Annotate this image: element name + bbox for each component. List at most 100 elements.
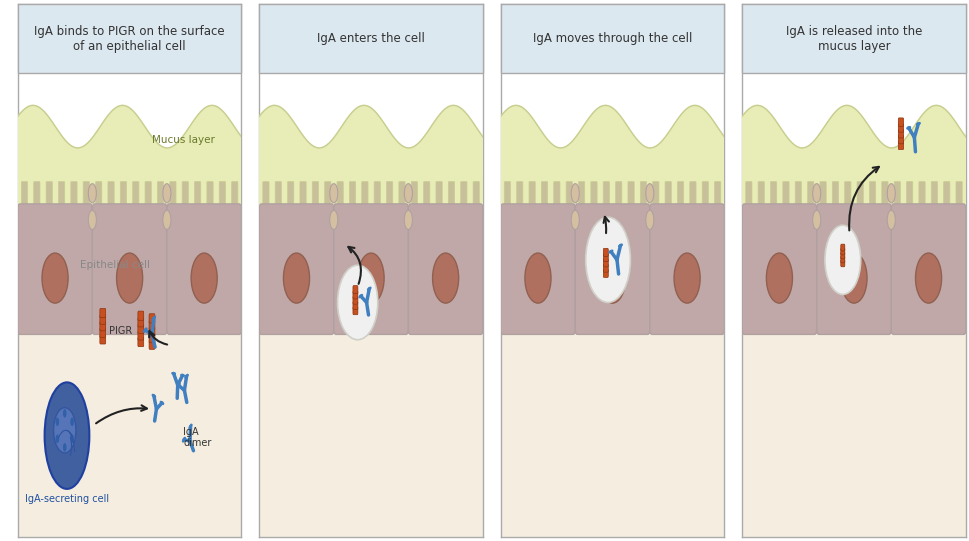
FancyBboxPatch shape — [689, 182, 696, 219]
FancyBboxPatch shape — [897, 124, 903, 132]
FancyBboxPatch shape — [528, 182, 535, 219]
Circle shape — [887, 210, 894, 229]
FancyBboxPatch shape — [840, 248, 844, 255]
FancyBboxPatch shape — [138, 324, 143, 333]
Circle shape — [63, 443, 67, 452]
Circle shape — [63, 409, 67, 418]
Circle shape — [45, 382, 89, 489]
FancyBboxPatch shape — [100, 315, 106, 324]
FancyBboxPatch shape — [741, 175, 965, 334]
FancyBboxPatch shape — [857, 182, 862, 219]
FancyBboxPatch shape — [58, 182, 65, 219]
FancyBboxPatch shape — [500, 175, 724, 334]
Circle shape — [88, 210, 96, 229]
FancyBboxPatch shape — [702, 182, 707, 219]
FancyBboxPatch shape — [553, 182, 559, 219]
FancyBboxPatch shape — [349, 182, 356, 219]
FancyBboxPatch shape — [336, 182, 343, 219]
FancyBboxPatch shape — [374, 182, 380, 219]
Circle shape — [55, 434, 59, 443]
FancyBboxPatch shape — [603, 259, 608, 267]
FancyBboxPatch shape — [96, 182, 102, 219]
Circle shape — [329, 184, 337, 203]
FancyBboxPatch shape — [17, 4, 241, 74]
FancyBboxPatch shape — [955, 182, 961, 219]
Ellipse shape — [337, 265, 377, 340]
FancyBboxPatch shape — [640, 182, 646, 219]
Ellipse shape — [53, 408, 76, 453]
Ellipse shape — [915, 253, 941, 303]
FancyBboxPatch shape — [353, 307, 358, 315]
FancyBboxPatch shape — [807, 182, 813, 219]
Text: IgA is released into the
mucus layer: IgA is released into the mucus layer — [785, 25, 922, 53]
FancyBboxPatch shape — [500, 4, 724, 74]
FancyBboxPatch shape — [881, 182, 888, 219]
FancyBboxPatch shape — [741, 4, 965, 74]
FancyBboxPatch shape — [816, 204, 891, 334]
FancyBboxPatch shape — [500, 204, 575, 334]
FancyBboxPatch shape — [133, 182, 139, 219]
FancyBboxPatch shape — [840, 260, 844, 267]
Circle shape — [88, 184, 96, 203]
FancyBboxPatch shape — [741, 313, 965, 537]
Ellipse shape — [283, 253, 309, 303]
Polygon shape — [259, 105, 483, 217]
FancyBboxPatch shape — [473, 182, 479, 219]
FancyBboxPatch shape — [758, 182, 764, 219]
Circle shape — [329, 210, 337, 229]
Ellipse shape — [432, 253, 458, 303]
FancyBboxPatch shape — [782, 182, 788, 219]
FancyBboxPatch shape — [21, 182, 27, 219]
FancyBboxPatch shape — [460, 182, 466, 219]
FancyBboxPatch shape — [149, 327, 155, 336]
FancyBboxPatch shape — [170, 182, 175, 219]
Ellipse shape — [191, 253, 217, 303]
FancyBboxPatch shape — [649, 204, 724, 334]
FancyBboxPatch shape — [17, 204, 92, 334]
FancyBboxPatch shape — [100, 322, 106, 331]
FancyBboxPatch shape — [92, 204, 167, 334]
Text: Epithelial cell: Epithelial cell — [80, 260, 150, 270]
Circle shape — [887, 184, 894, 203]
FancyBboxPatch shape — [504, 182, 510, 219]
FancyBboxPatch shape — [435, 182, 442, 219]
FancyBboxPatch shape — [71, 182, 77, 219]
Text: Mucus layer: Mucus layer — [152, 135, 215, 144]
FancyBboxPatch shape — [167, 204, 241, 334]
FancyBboxPatch shape — [47, 182, 52, 219]
FancyBboxPatch shape — [906, 182, 912, 219]
FancyBboxPatch shape — [603, 269, 608, 278]
FancyBboxPatch shape — [795, 182, 800, 219]
FancyBboxPatch shape — [17, 313, 241, 537]
Ellipse shape — [673, 253, 700, 303]
FancyBboxPatch shape — [353, 296, 358, 304]
FancyBboxPatch shape — [275, 182, 281, 219]
FancyBboxPatch shape — [615, 182, 621, 219]
FancyBboxPatch shape — [603, 254, 608, 262]
FancyBboxPatch shape — [741, 204, 816, 334]
Circle shape — [70, 434, 74, 443]
Text: IgA
dimer: IgA dimer — [183, 427, 211, 448]
FancyBboxPatch shape — [891, 204, 965, 334]
FancyBboxPatch shape — [206, 182, 213, 219]
FancyBboxPatch shape — [138, 311, 143, 320]
FancyBboxPatch shape — [149, 334, 155, 343]
FancyBboxPatch shape — [652, 182, 658, 219]
Text: IgA enters the cell: IgA enters the cell — [317, 32, 424, 45]
FancyBboxPatch shape — [34, 182, 40, 219]
FancyBboxPatch shape — [312, 182, 318, 219]
FancyBboxPatch shape — [893, 182, 899, 219]
FancyBboxPatch shape — [398, 182, 405, 219]
FancyBboxPatch shape — [386, 182, 392, 219]
FancyBboxPatch shape — [219, 182, 225, 219]
Polygon shape — [17, 105, 241, 217]
Ellipse shape — [766, 253, 792, 303]
FancyBboxPatch shape — [408, 204, 483, 334]
FancyBboxPatch shape — [259, 175, 483, 334]
Circle shape — [404, 184, 412, 203]
FancyBboxPatch shape — [120, 182, 126, 219]
FancyBboxPatch shape — [83, 182, 89, 219]
FancyBboxPatch shape — [259, 4, 483, 74]
FancyBboxPatch shape — [448, 182, 454, 219]
FancyBboxPatch shape — [100, 308, 106, 318]
